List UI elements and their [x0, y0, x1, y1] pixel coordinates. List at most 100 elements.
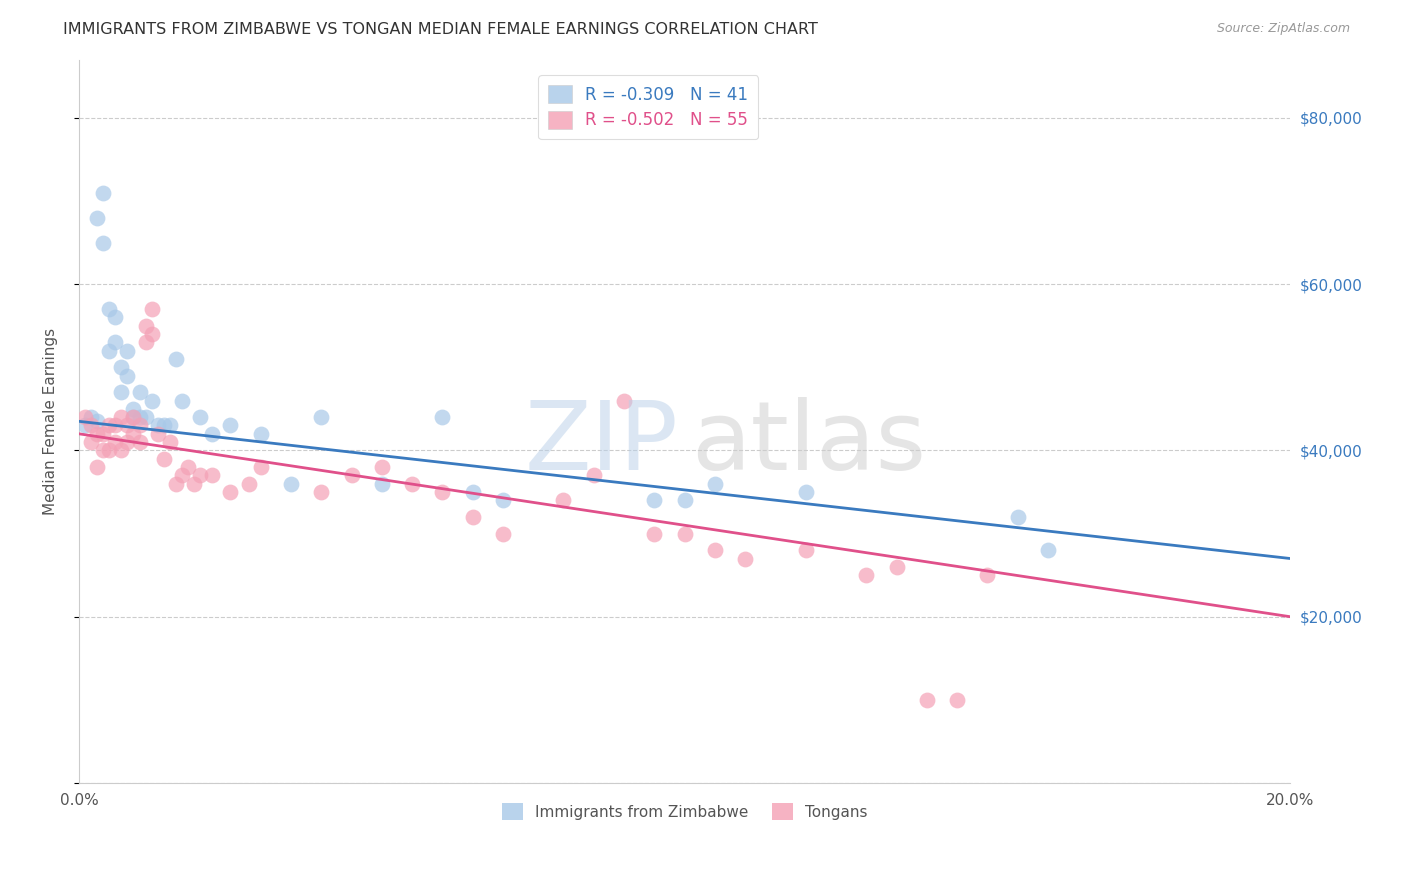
- Point: [122, 410, 145, 425]
- Point: [86, 414, 108, 428]
- Point: [80, 418, 103, 433]
- Point: [401, 476, 423, 491]
- Point: [73, 410, 96, 425]
- Point: [104, 310, 127, 325]
- Point: [309, 410, 332, 425]
- Point: [86, 460, 108, 475]
- Point: [165, 476, 187, 491]
- Point: [219, 485, 242, 500]
- Point: [371, 460, 394, 475]
- Point: [104, 335, 127, 350]
- Point: [146, 426, 169, 441]
- Point: [249, 426, 271, 441]
- Point: [201, 468, 224, 483]
- Point: [183, 476, 205, 491]
- Point: [110, 360, 132, 375]
- Point: [855, 568, 877, 582]
- Point: [141, 301, 163, 316]
- Point: [371, 476, 394, 491]
- Point: [128, 385, 150, 400]
- Point: [98, 443, 121, 458]
- Point: [432, 485, 454, 500]
- Point: [703, 543, 725, 558]
- Point: [177, 460, 200, 475]
- Point: [794, 485, 817, 500]
- Point: [146, 418, 169, 433]
- Point: [135, 335, 157, 350]
- Point: [492, 526, 515, 541]
- Point: [141, 393, 163, 408]
- Point: [201, 426, 224, 441]
- Point: [165, 351, 187, 366]
- Point: [80, 435, 103, 450]
- Point: [170, 393, 193, 408]
- Point: [492, 493, 515, 508]
- Point: [128, 418, 150, 433]
- Point: [340, 468, 363, 483]
- Point: [219, 418, 242, 433]
- Point: [98, 301, 121, 316]
- Point: [117, 418, 139, 433]
- Text: ZIP: ZIP: [524, 397, 679, 490]
- Point: [946, 693, 969, 707]
- Point: [886, 559, 908, 574]
- Point: [461, 485, 484, 500]
- Point: [170, 468, 193, 483]
- Point: [159, 435, 181, 450]
- Point: [613, 393, 636, 408]
- Point: [188, 468, 211, 483]
- Point: [73, 418, 96, 433]
- Point: [1007, 510, 1029, 524]
- Point: [91, 443, 114, 458]
- Point: [141, 326, 163, 341]
- Text: Source: ZipAtlas.com: Source: ZipAtlas.com: [1216, 22, 1350, 36]
- Point: [122, 410, 145, 425]
- Point: [80, 410, 103, 425]
- Point: [582, 468, 605, 483]
- Point: [553, 493, 575, 508]
- Point: [110, 443, 132, 458]
- Point: [643, 526, 665, 541]
- Text: IMMIGRANTS FROM ZIMBABWE VS TONGAN MEDIAN FEMALE EARNINGS CORRELATION CHART: IMMIGRANTS FROM ZIMBABWE VS TONGAN MEDIA…: [63, 22, 818, 37]
- Point: [135, 318, 157, 333]
- Point: [188, 410, 211, 425]
- Y-axis label: Median Female Earnings: Median Female Earnings: [44, 327, 58, 515]
- Point: [122, 401, 145, 416]
- Point: [98, 343, 121, 358]
- Point: [117, 368, 139, 383]
- Point: [280, 476, 302, 491]
- Point: [976, 568, 998, 582]
- Point: [432, 410, 454, 425]
- Point: [309, 485, 332, 500]
- Legend: Immigrants from Zimbabwe, Tongans: Immigrants from Zimbabwe, Tongans: [495, 797, 873, 826]
- Point: [152, 451, 174, 466]
- Text: atlas: atlas: [690, 397, 925, 490]
- Point: [110, 385, 132, 400]
- Point: [135, 410, 157, 425]
- Point: [128, 410, 150, 425]
- Point: [86, 426, 108, 441]
- Point: [1036, 543, 1059, 558]
- Point: [794, 543, 817, 558]
- Point: [734, 551, 756, 566]
- Point: [91, 426, 114, 441]
- Point: [91, 235, 114, 250]
- Point: [104, 435, 127, 450]
- Point: [91, 186, 114, 200]
- Point: [238, 476, 260, 491]
- Point: [461, 510, 484, 524]
- Point: [110, 410, 132, 425]
- Point: [86, 211, 108, 225]
- Point: [159, 418, 181, 433]
- Point: [152, 418, 174, 433]
- Point: [703, 476, 725, 491]
- Point: [117, 435, 139, 450]
- Point: [122, 426, 145, 441]
- Point: [104, 418, 127, 433]
- Point: [673, 526, 696, 541]
- Point: [249, 460, 271, 475]
- Point: [128, 435, 150, 450]
- Point: [98, 418, 121, 433]
- Point: [673, 493, 696, 508]
- Point: [643, 493, 665, 508]
